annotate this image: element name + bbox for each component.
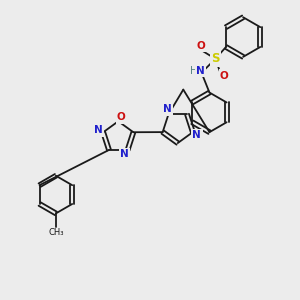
Text: O: O	[117, 112, 126, 122]
Text: N: N	[94, 125, 103, 135]
Text: S: S	[211, 52, 220, 65]
Text: O: O	[196, 41, 205, 51]
Text: O: O	[220, 71, 229, 81]
Text: H: H	[190, 66, 197, 76]
Text: N: N	[163, 104, 172, 114]
Text: CH₃: CH₃	[48, 228, 64, 237]
Text: N: N	[120, 149, 129, 159]
Text: N: N	[196, 66, 205, 76]
Text: N: N	[192, 130, 201, 140]
